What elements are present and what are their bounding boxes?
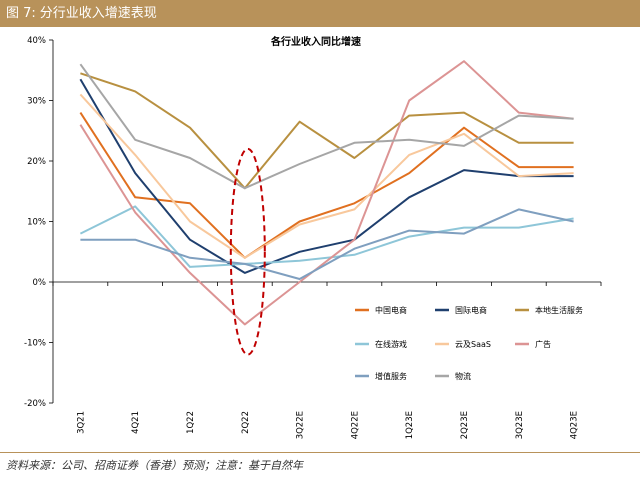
x-tick-label: 4Q21 xyxy=(131,411,141,434)
x-tick-label: 3Q22E xyxy=(296,411,306,439)
x-tick-label: 4Q22E xyxy=(350,411,360,439)
legend-label: 本地生活服务 xyxy=(535,305,583,315)
footer-divider xyxy=(0,452,640,453)
y-tick-label: 0% xyxy=(33,278,47,288)
x-tick-label: 1Q23E xyxy=(405,411,415,439)
series-lines xyxy=(79,60,574,326)
x-tick-label: 3Q23E xyxy=(515,411,525,439)
legend-label: 云及SaaS xyxy=(455,340,491,349)
highlight-ellipse xyxy=(229,147,266,356)
figure-label: 图 7: xyxy=(6,6,36,21)
chart-title: 各行业收入同比增速 xyxy=(270,35,361,48)
x-tick-label: 2Q23E xyxy=(460,411,470,439)
y-tick-label: 20% xyxy=(27,157,46,167)
series-line xyxy=(80,208,574,280)
figure-header: 图 7: 分行业收入增速表现 xyxy=(0,0,640,27)
source-note: 资料来源：公司、招商证券（香港）预测；注意：基于自然年 xyxy=(6,459,303,472)
series-line xyxy=(80,72,574,190)
series-line xyxy=(79,112,574,259)
figure-title: 分行业收入增速表现 xyxy=(39,6,157,21)
highlight-annotation xyxy=(229,147,266,356)
y-tick-label: 30% xyxy=(27,97,46,107)
legend-label: 中国电商 xyxy=(375,305,407,315)
legend-label: 在线游戏 xyxy=(375,339,407,349)
x-tick-label: 3Q21 xyxy=(76,411,86,434)
series-line xyxy=(79,60,574,326)
y-axis: 40% 30% 20% 10% 0% -10% -20% xyxy=(24,36,54,409)
x-axis: 3Q21 4Q21 1Q22 2Q22 3Q22E 4Q22E 1Q23E 2Q23E 3Q23… xyxy=(52,281,602,439)
legend-label: 物流 xyxy=(455,371,471,381)
y-tick-label: -20% xyxy=(24,399,46,409)
series-line xyxy=(79,205,574,268)
series-line xyxy=(79,93,574,259)
series-line xyxy=(79,63,574,190)
y-tick-label: 40% xyxy=(27,36,46,46)
legend-label: 增值服务 xyxy=(375,371,407,381)
x-tick-label: 4Q23E xyxy=(570,411,580,439)
legend-label: 国际电商 xyxy=(455,305,487,315)
x-tick-label: 1Q22 xyxy=(186,411,196,434)
series-line xyxy=(79,78,574,274)
chart-area: 各行业收入同比增速 40% 30% 20% 10% 0% -10% -20% 3Q21 4Q2… xyxy=(0,27,640,450)
y-tick-label: -10% xyxy=(24,339,46,349)
x-tick-label: 2Q22 xyxy=(241,411,251,434)
legend-label: 广告 xyxy=(535,339,551,349)
line-chart: 各行业收入同比增速 40% 30% 20% 10% 0% -10% -20% 3Q21 4Q2… xyxy=(24,35,602,439)
y-tick-label: 10% xyxy=(27,218,46,228)
